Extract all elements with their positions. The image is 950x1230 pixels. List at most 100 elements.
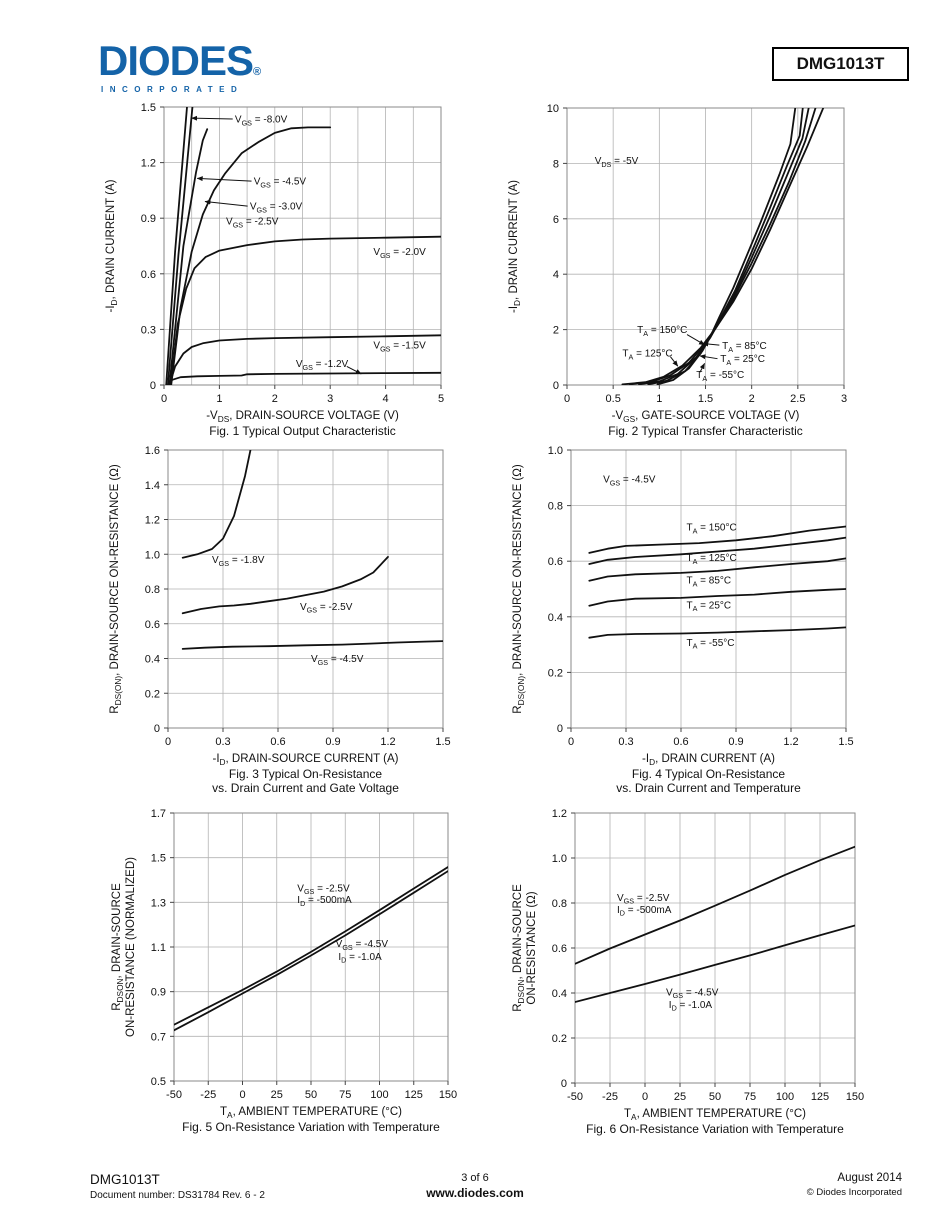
svg-text:vs. Drain Current and Temperat: vs. Drain Current and Temperature — [616, 781, 801, 795]
svg-text:0: 0 — [564, 393, 570, 405]
svg-text:10: 10 — [547, 103, 559, 115]
svg-text:ON-RESISTANCE (NORMALIZED): ON-RESISTANCE (NORMALIZED) — [125, 857, 137, 1037]
svg-text:-ID, DRAIN CURRENT (A): -ID, DRAIN CURRENT (A) — [508, 180, 522, 313]
svg-text:1.0: 1.0 — [548, 445, 563, 457]
fig4-series — [588, 536, 846, 565]
svg-text:TA = 150°C: TA = 150°C — [637, 325, 687, 338]
svg-text:1.2: 1.2 — [783, 736, 798, 748]
svg-text:VGS = -3.0V: VGS = -3.0V — [250, 202, 303, 215]
svg-text:3: 3 — [327, 393, 333, 405]
svg-text:2: 2 — [272, 393, 278, 405]
svg-text:0.8: 0.8 — [548, 501, 563, 513]
svg-text:0: 0 — [568, 736, 574, 748]
svg-text:0.4: 0.4 — [145, 654, 160, 666]
diodes-logo-subtitle: INCORPORATED — [101, 85, 244, 94]
fig1-series — [168, 128, 209, 385]
svg-text:1.5: 1.5 — [151, 853, 166, 865]
svg-text:ID = -1.0A: ID = -1.0A — [338, 952, 382, 965]
svg-text:0.3: 0.3 — [141, 324, 156, 336]
svg-text:4: 4 — [383, 393, 389, 405]
fig3-series — [181, 556, 389, 615]
fig4-series — [588, 557, 846, 582]
svg-text:100: 100 — [776, 1091, 794, 1103]
svg-text:ON-RESISTANCE (Ω): ON-RESISTANCE (Ω) — [526, 891, 538, 1004]
svg-text:TA, AMBIENT TEMPERATURE (°C): TA, AMBIENT TEMPERATURE (°C) — [220, 1106, 402, 1120]
footer-document-number: Document number: DS31784 Rev. 6 - 2 — [90, 1190, 265, 1201]
footer-copyright: © Diodes Incorporated — [806, 1187, 902, 1198]
svg-text:1: 1 — [216, 393, 222, 405]
svg-text:125: 125 — [405, 1089, 423, 1101]
svg-text:0.9: 0.9 — [728, 736, 743, 748]
footer-part-number: DMG1013T — [90, 1172, 160, 1187]
footer-left: DMG1013T Document number: DS31784 Rev. 6… — [90, 1172, 265, 1201]
fig3: 0 0.3 0.6 0.9 1.2 1.5 0 0.2 0.4 0.6 0.8 1.0 1.2 1.4 1.… — [88, 441, 472, 803]
svg-text:0.2: 0.2 — [145, 688, 160, 700]
svg-text:RDS(ON), DRAIN-SOURCE ON-RESIS: RDS(ON), DRAIN-SOURCE ON-RESISTANCE (Ω) — [109, 464, 123, 714]
fig1-series — [165, 107, 188, 385]
svg-text:1.6: 1.6 — [145, 445, 160, 457]
svg-text:VGS = -2.5V: VGS = -2.5V — [300, 602, 353, 615]
svg-text:-25: -25 — [602, 1091, 618, 1103]
svg-text:0.8: 0.8 — [145, 584, 160, 596]
svg-text:0.2: 0.2 — [548, 667, 563, 679]
svg-text:Fig. 5 On-Resistance Variation: Fig. 5 On-Resistance Variation with Temp… — [182, 1120, 440, 1134]
fig1-series — [169, 235, 441, 385]
svg-text:1.2: 1.2 — [145, 515, 160, 527]
svg-text:5: 5 — [438, 393, 444, 405]
fig4-series — [588, 525, 846, 554]
fig5-series — [174, 866, 448, 1026]
svg-text:1.2: 1.2 — [552, 808, 567, 820]
fig6: -50 -25 0 25 50 75 100 125 150 0 0.2 0.4 0.6 0.8 1.0 1.… — [498, 804, 910, 1154]
fig4-chart: 0 0.3 0.6 0.9 1.2 1.5 0 0.2 0.4 0.6 0.8 1.0 -ID, DRA… — [512, 445, 854, 795]
svg-text:RDSON, DRAIN-SOURCE: RDSON, DRAIN-SOURCE — [111, 883, 125, 1011]
svg-text:1.0: 1.0 — [552, 853, 567, 865]
fig1-series — [167, 371, 441, 385]
footer-date: August 2014 — [837, 1172, 902, 1184]
svg-text:2: 2 — [553, 325, 559, 337]
svg-text:0.5: 0.5 — [151, 1076, 166, 1088]
svg-text:1.5: 1.5 — [141, 102, 156, 114]
svg-text:-50: -50 — [567, 1091, 583, 1103]
svg-text:RDSON, DRAIN-SOURCE: RDSON, DRAIN-SOURCE — [512, 884, 526, 1012]
svg-text:VGS = -4.5V: VGS = -4.5V — [336, 939, 389, 952]
svg-text:-ID, DRAIN-SOURCE CURRENT (A): -ID, DRAIN-SOURCE CURRENT (A) — [213, 753, 399, 767]
website-link[interactable]: www.diodes.com — [426, 1186, 524, 1200]
svg-text:50: 50 — [709, 1091, 721, 1103]
fig2-chart: 0 0.5 1 1.5 2 2.5 3 0 2 4 6 8 10 -VGS, GATE-SOURCE VO… — [508, 103, 847, 438]
svg-text:2: 2 — [749, 393, 755, 405]
svg-text:1.5: 1.5 — [698, 393, 713, 405]
svg-text:0: 0 — [239, 1089, 245, 1101]
svg-text:ID = -1.0A: ID = -1.0A — [669, 1000, 713, 1013]
svg-text:0: 0 — [161, 393, 167, 405]
svg-text:Fig. 6 On-Resistance Variation: Fig. 6 On-Resistance Variation with Temp… — [586, 1122, 844, 1136]
svg-text:0.6: 0.6 — [270, 736, 285, 748]
svg-text:150: 150 — [439, 1089, 457, 1101]
svg-text:1.5: 1.5 — [838, 736, 853, 748]
svg-text:50: 50 — [305, 1089, 317, 1101]
svg-text:TA = 25°C: TA = 25°C — [687, 600, 732, 613]
svg-text:VGS = -4.5V: VGS = -4.5V — [666, 987, 719, 1000]
fig2-series — [656, 108, 797, 385]
svg-text:vs. Drain Current and Gate Vol: vs. Drain Current and Gate Voltage — [212, 781, 399, 795]
svg-text:VGS = -2.5V: VGS = -2.5V — [297, 883, 350, 896]
svg-text:VGS = -4.5V: VGS = -4.5V — [603, 475, 656, 488]
diodes-logo-text: DIODES® — [98, 40, 261, 82]
svg-text:-VDS, DRAIN-SOURCE VOLTAGE (V): -VDS, DRAIN-SOURCE VOLTAGE (V) — [206, 410, 399, 424]
svg-text:0.6: 0.6 — [552, 943, 567, 955]
part-number-box: DMG1013T — [772, 47, 909, 81]
svg-text:75: 75 — [339, 1089, 351, 1101]
svg-text:ID = -500mA: ID = -500mA — [297, 895, 352, 908]
svg-text:0: 0 — [557, 723, 563, 735]
svg-text:0.6: 0.6 — [145, 619, 160, 631]
svg-text:VGS = -2.0V: VGS = -2.0V — [373, 247, 426, 260]
svg-text:VGS = -2.5V: VGS = -2.5V — [617, 893, 670, 906]
svg-text:75: 75 — [744, 1091, 756, 1103]
svg-text:TA = 85°C: TA = 85°C — [722, 341, 767, 354]
svg-text:TA = -55°C: TA = -55°C — [687, 638, 735, 651]
svg-text:0.8: 0.8 — [552, 898, 567, 910]
svg-text:VGS = -1.5V: VGS = -1.5V — [373, 341, 426, 354]
svg-text:2.5: 2.5 — [790, 393, 805, 405]
svg-text:25: 25 — [674, 1091, 686, 1103]
fig3-series — [181, 640, 443, 650]
svg-text:0.3: 0.3 — [215, 736, 230, 748]
